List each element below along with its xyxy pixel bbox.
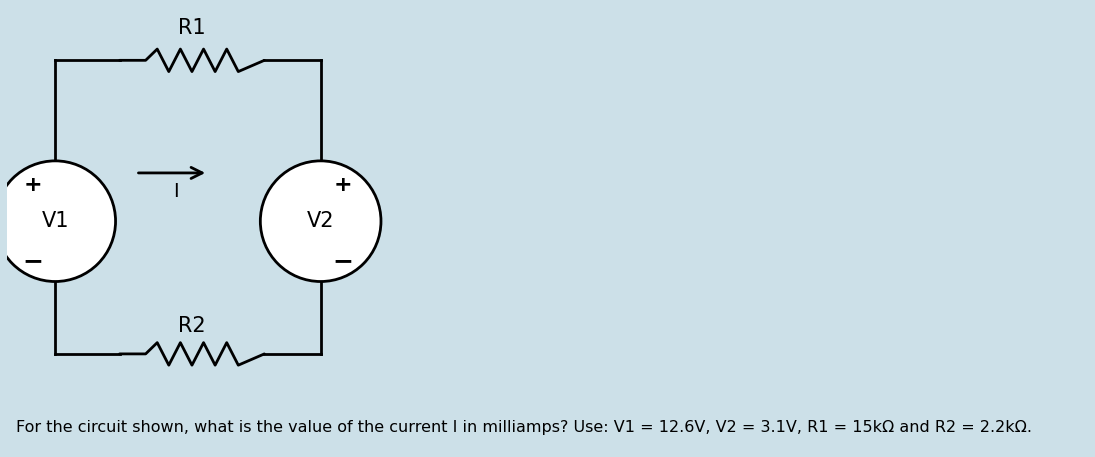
Text: R2: R2 [178,316,206,336]
Circle shape [261,161,381,282]
Text: For the circuit shown, what is the value of the current I in milliamps? Use: V1 : For the circuit shown, what is the value… [16,420,1033,435]
Text: V1: V1 [42,211,69,231]
Text: R1: R1 [178,18,206,38]
Text: +: + [334,175,353,195]
Text: V2: V2 [307,211,334,231]
Circle shape [0,161,116,282]
Text: I: I [173,181,178,201]
Text: −: − [23,250,44,273]
Text: +: + [24,175,43,195]
Text: −: − [332,250,354,273]
